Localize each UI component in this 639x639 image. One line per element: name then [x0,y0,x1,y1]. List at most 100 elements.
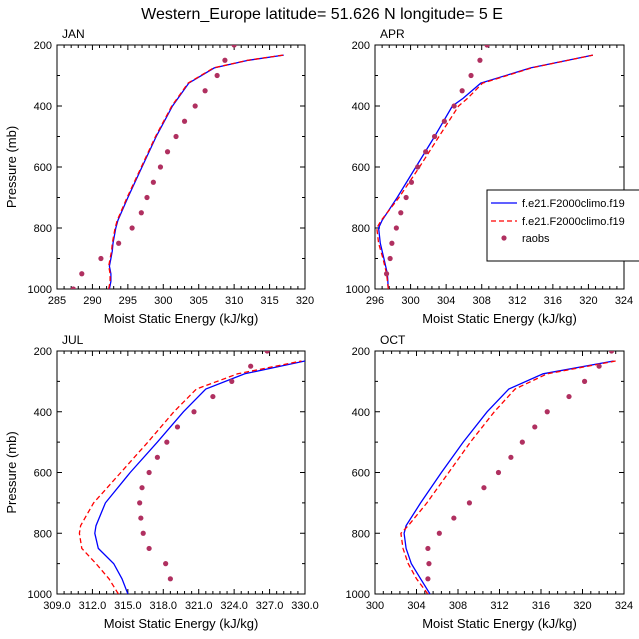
legend-box [486,189,639,262]
data-area [400,351,616,594]
raobs-marker [70,286,76,289]
raobs-marker [264,351,270,354]
y-tick-label: 1000 [28,589,52,601]
y-tick-label: 400 [34,101,52,113]
raobs-marker [98,255,104,262]
raobs-marker [173,133,179,140]
raobs-marker [157,164,164,170]
data-area [70,45,284,289]
data-area [376,45,594,289]
raobs-marker [544,409,550,415]
y-tick-label: 400 [352,407,370,419]
raobs-marker [140,530,146,536]
x-tick-label: 308 [473,295,491,307]
raobs-marker [436,530,442,536]
y-tick-label: 600 [352,162,370,174]
raobs-marker [129,225,135,231]
raobs-marker [468,72,474,79]
x-tick-label: 320 [573,600,591,612]
legend-label: f.e21.F2000climo.f19 [522,198,625,210]
x-tick-label: 309.0 [43,600,71,612]
raobs-marker [192,103,198,109]
raobs-marker [426,561,432,567]
x-tick-label: 316 [544,295,562,307]
x-tick-label: 320 [579,295,597,307]
y-tick-label: 800 [34,223,52,235]
raobs-marker [532,424,538,430]
raobs-marker [459,88,465,94]
raobs-marker [154,454,160,460]
raobs-marker [466,500,473,506]
data-area [78,351,305,594]
x-axis-title: Moist Static Energy (kJ/kg) [104,616,259,631]
raobs-marker [144,194,150,201]
raobs-marker [138,210,144,216]
raobs-marker [146,469,152,476]
x-tick-label: 324.0 [220,600,248,612]
raobs-marker [167,576,173,582]
raobs-marker [566,393,572,400]
y-tick-label: 400 [352,101,370,113]
y-tick-label: 1000 [346,284,370,296]
raobs-marker [398,210,404,216]
x-tick-label: 290 [83,295,101,307]
x-axis-title: Moist Static Energy (kJ/kg) [422,616,577,631]
raobs-marker [484,45,490,48]
panel-label: APR [380,27,405,41]
y-tick-label: 800 [34,528,52,540]
raobs-marker [451,103,457,109]
series-line-red-dashed [376,54,594,289]
raobs-marker [231,45,237,48]
raobs-marker [137,500,143,506]
panel-oct: OCT 300 304 308 312 316 320 324 200 400 600 800 1000… [346,333,634,631]
x-tick-label: 324 [615,295,633,307]
y-tick-label: 800 [352,528,370,540]
series-line-red-dashed [400,360,616,594]
raobs-marker [608,351,615,354]
plot-frame [56,44,306,290]
raobs-marker [116,240,122,246]
raobs-marker [387,255,393,262]
x-tick-label: 315.0 [114,600,142,612]
x-tick-label: 316 [532,600,550,612]
x-tick-label: 324 [615,600,633,612]
raobs-marker [441,118,447,124]
plot-frame [56,350,306,595]
y-tick-label: 800 [352,223,370,235]
series-line-blue [377,54,594,289]
raobs-marker [202,88,208,94]
raobs-marker [210,393,216,400]
raobs-marker [403,194,409,201]
raobs-marker [393,225,399,231]
series-line-red-dashed [108,54,284,289]
raobs-marker [174,424,181,430]
x-axis-title: Moist Static Energy (kJ/kg) [422,311,577,326]
x-tick-label: 304 [437,295,455,307]
raobs-marker [214,72,220,79]
panel-apr: APR 296 300 304 308 312 316 320 324 200 400 600 800 1… [346,27,634,326]
raobs-marker [425,576,431,582]
y-tick-label: 200 [34,346,52,358]
x-tick-label: 327.0 [256,600,284,612]
y-axis-title: Pressure (mb) [4,431,19,513]
figure-title: Western_Europe latitude= 51.626 N longit… [141,6,503,23]
raobs-marker [150,179,156,185]
raobs-marker [451,515,457,521]
panel-jan: JAN 285 290 295 300 305 310 315 320 200 400 600 800 1… [4,27,314,326]
y-tick-label: 600 [34,162,52,174]
raobs-marker [229,378,235,384]
y-tick-label: 1000 [346,589,370,601]
y-tick-label: 200 [352,346,370,358]
x-tick-label: 330.0 [291,600,319,612]
x-tick-label: 321.0 [185,600,213,612]
x-tick-label: 295 [119,295,137,307]
x-tick-label: 310 [225,295,243,307]
raobs-marker [191,409,197,415]
legend-label: f.e21.F2000climo.f19 [522,216,625,228]
y-tick-label: 200 [34,40,52,52]
raobs-marker [596,363,602,369]
series-line-red-dashed [78,360,302,594]
legend-label: raobs [522,233,550,245]
legend: f.e21.F2000climo.f19 f.e21.F2000climo.f19… [486,189,639,262]
y-tick-label: 1000 [28,284,52,296]
